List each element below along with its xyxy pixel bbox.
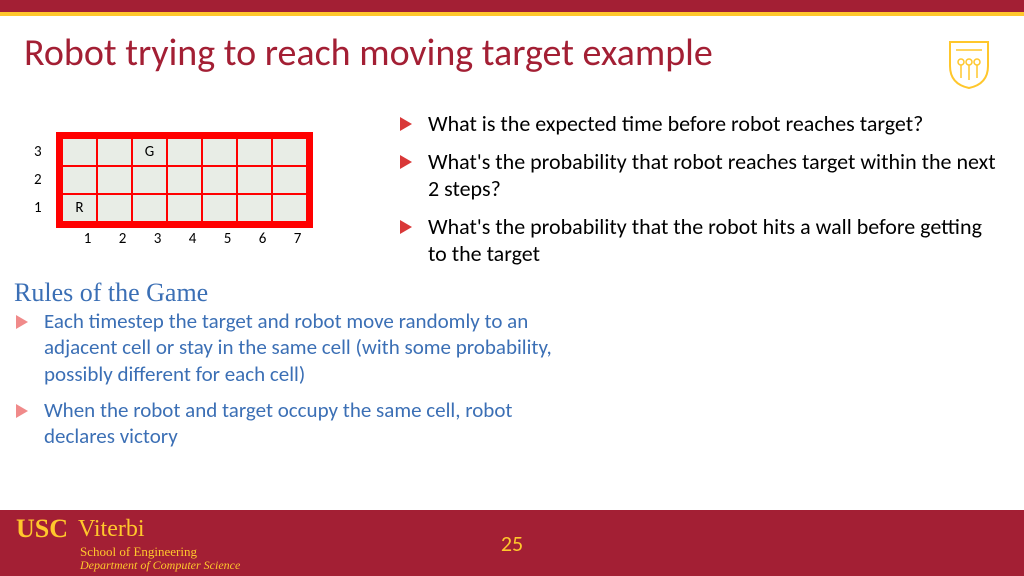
footer: USC Viterbi School of Engineering Depart… bbox=[0, 510, 1024, 576]
bullet-text: What's the probability that robot reache… bbox=[428, 148, 1000, 203]
top-band bbox=[0, 0, 1024, 12]
list-item: What's the probability that the robot hi… bbox=[400, 213, 1000, 268]
grid-cell bbox=[273, 139, 306, 165]
slide-title: Robot trying to reach moving target exam… bbox=[0, 16, 1024, 76]
question-list: What is the expected time before robot r… bbox=[400, 110, 1000, 278]
x-axis-labels: 1 2 3 4 5 6 7 bbox=[70, 230, 315, 248]
grid-diagram: 3 2 1 GR 1 2 3 4 5 6 7 bbox=[56, 132, 313, 228]
triangle-icon bbox=[400, 220, 412, 234]
rules-heading: Rules of the Game bbox=[14, 278, 208, 308]
x-label: 2 bbox=[105, 230, 140, 248]
triangle-icon bbox=[400, 117, 412, 131]
grid-cell bbox=[238, 167, 271, 193]
page-number: 25 bbox=[501, 530, 523, 557]
x-label: 7 bbox=[280, 230, 315, 248]
list-item: Each timestep the target and robot move … bbox=[16, 308, 572, 387]
footer-usc: USC bbox=[16, 514, 68, 544]
grid-cell bbox=[133, 195, 166, 221]
x-label: 3 bbox=[140, 230, 175, 248]
footer-dept: Department of Computer Science bbox=[80, 558, 240, 573]
grid-cell bbox=[203, 139, 236, 165]
y-axis-labels: 3 2 1 bbox=[34, 138, 42, 222]
grid-cell bbox=[273, 167, 306, 193]
grid-cell bbox=[98, 167, 131, 193]
list-item: What is the expected time before robot r… bbox=[400, 110, 1000, 138]
triangle-icon bbox=[400, 155, 412, 169]
grid-cell bbox=[63, 139, 96, 165]
grid-cell bbox=[203, 167, 236, 193]
x-label: 5 bbox=[210, 230, 245, 248]
bullet-text: What's the probability that the robot hi… bbox=[428, 213, 1000, 268]
grid-cell bbox=[98, 139, 131, 165]
grid-cell bbox=[98, 195, 131, 221]
x-label: 4 bbox=[175, 230, 210, 248]
content-area: 3 2 1 G R 1 2 3 4 5 6 7 What is the expec… bbox=[0, 110, 1024, 506]
bullet-text: When the robot and target occupy the sam… bbox=[44, 397, 572, 450]
x-label: 6 bbox=[245, 230, 280, 248]
triangle-icon bbox=[16, 404, 28, 418]
triangle-icon bbox=[16, 315, 28, 329]
grid-cell bbox=[168, 139, 201, 165]
grid-cell bbox=[168, 167, 201, 193]
y-label: 3 bbox=[34, 138, 42, 166]
y-label: 1 bbox=[34, 194, 42, 222]
usc-shield-icon bbox=[946, 40, 992, 95]
list-item: When the robot and target occupy the sam… bbox=[16, 397, 572, 450]
rules-list: Each timestep the target and robot move … bbox=[16, 308, 572, 459]
x-label: 1 bbox=[70, 230, 105, 248]
bullet-text: Each timestep the target and robot move … bbox=[44, 308, 572, 387]
grid-cell bbox=[203, 195, 236, 221]
grid-cell bbox=[238, 195, 271, 221]
grid-cell bbox=[273, 195, 306, 221]
list-item: What's the probability that robot reache… bbox=[400, 148, 1000, 203]
bullet-text: What is the expected time before robot r… bbox=[428, 110, 923, 138]
grid-cell bbox=[168, 195, 201, 221]
y-label: 2 bbox=[34, 166, 42, 194]
grid-cell bbox=[63, 167, 96, 193]
grid-cell bbox=[238, 139, 271, 165]
grid-cell: G bbox=[133, 139, 166, 165]
footer-viterbi: Viterbi bbox=[78, 516, 145, 543]
grid-cell: R bbox=[63, 195, 96, 221]
grid-cell bbox=[133, 167, 166, 193]
